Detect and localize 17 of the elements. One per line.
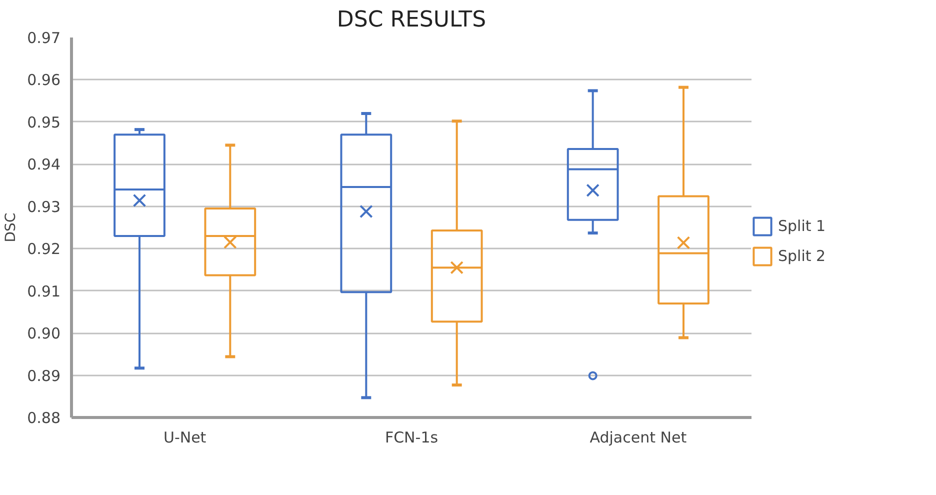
y-tick-label: 0.91: [27, 282, 61, 300]
y-tick-label: 0.90: [27, 324, 61, 343]
y-axis-title: DSC: [3, 212, 20, 242]
y-tick-label: 0.88: [27, 409, 61, 427]
legend-label: Split 1: [778, 217, 826, 235]
y-tick-label: 0.89: [27, 366, 61, 385]
y-tick-label: 0.96: [27, 71, 61, 90]
legend-label: Split 2: [778, 247, 826, 265]
x-tick-label: U-Net: [163, 428, 206, 446]
y-tick-label: 0.92: [27, 240, 61, 258]
chart-title: DSC RESULTS: [336, 8, 486, 32]
y-tick-label: 0.95: [27, 113, 61, 132]
x-tick-label: Adjacent Net: [590, 428, 687, 446]
x-tick-label: FCN-1s: [384, 428, 438, 446]
y-tick-label: 0.97: [27, 29, 61, 47]
y-tick-label: 0.93: [27, 198, 61, 216]
y-tick-label: 0.94: [27, 156, 61, 174]
